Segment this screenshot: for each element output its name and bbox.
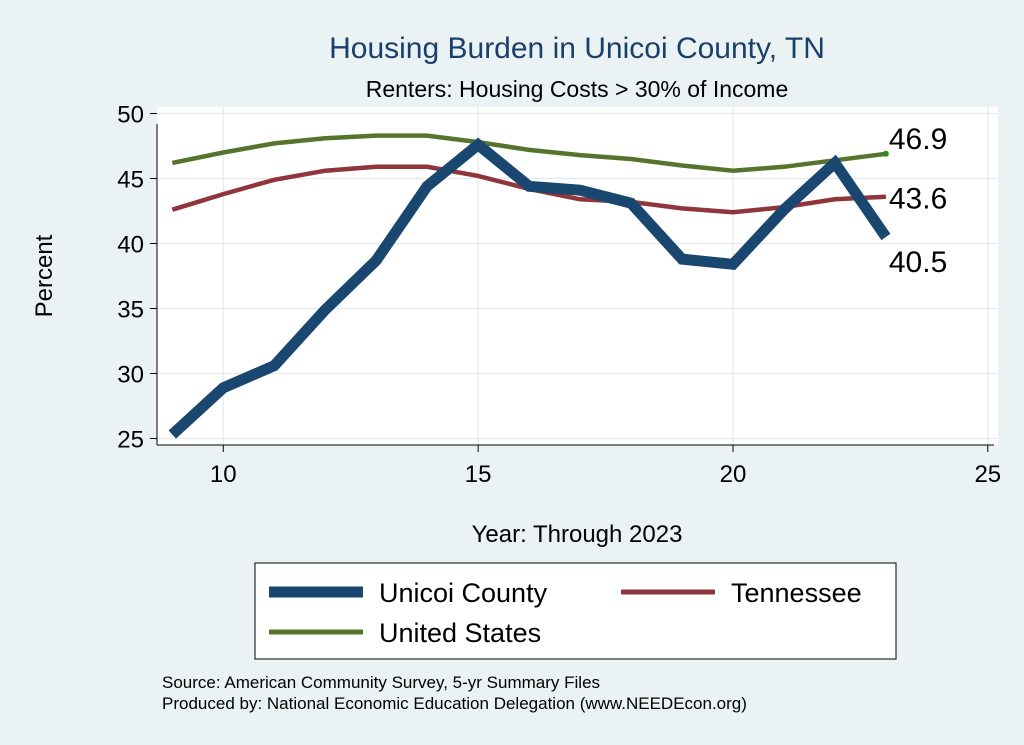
series-line-unicoi-county xyxy=(168,137,891,439)
y-tick-label: 50 xyxy=(117,102,144,129)
end-label-united-states: 46.9 xyxy=(889,123,947,156)
legend-label-us: United States xyxy=(379,618,541,648)
y-tick-label: 30 xyxy=(117,362,144,389)
x-tick-label: 20 xyxy=(720,461,747,488)
end-labels: 40.5 43.6 46.9 xyxy=(889,123,947,279)
chart-subtitle: Renters: Housing Costs > 30% of Income xyxy=(366,76,789,102)
end-label-unicoi-county: 40.5 xyxy=(889,246,947,279)
produced-by-note: Produced by: National Economic Education… xyxy=(162,694,747,713)
y-tick-label: 40 xyxy=(117,232,144,259)
plot-area xyxy=(157,107,998,445)
series-layer xyxy=(168,133,891,439)
chart-title: Housing Burden in Unicoi County, TN xyxy=(329,32,825,65)
legend-label-unicoi: Unicoi County xyxy=(379,578,548,608)
y-tick-label: 35 xyxy=(117,297,144,324)
us-end-marker xyxy=(882,150,889,157)
y-tick-label: 25 xyxy=(117,427,144,454)
x-tick-label: 25 xyxy=(974,461,1001,488)
legend-box xyxy=(254,562,897,660)
end-label-tennessee: 43.6 xyxy=(889,183,947,216)
y-axis-title: Percent xyxy=(31,234,58,317)
legend: Unicoi County Tennessee United States xyxy=(254,562,897,660)
legend-label-tennessee: Tennessee xyxy=(731,578,862,608)
source-note: Source: American Community Survey, 5-yr … xyxy=(162,673,600,692)
series-line-united-states xyxy=(171,133,887,173)
grid xyxy=(157,107,998,445)
axes: 25 30 35 40 45 50 10 15 20 25 xyxy=(117,102,1001,489)
x-axis-title: Year: Through 2023 xyxy=(472,521,683,548)
x-tick-label: 15 xyxy=(465,461,492,488)
x-tick-label: 10 xyxy=(210,461,237,488)
y-tick-label: 45 xyxy=(117,167,144,194)
